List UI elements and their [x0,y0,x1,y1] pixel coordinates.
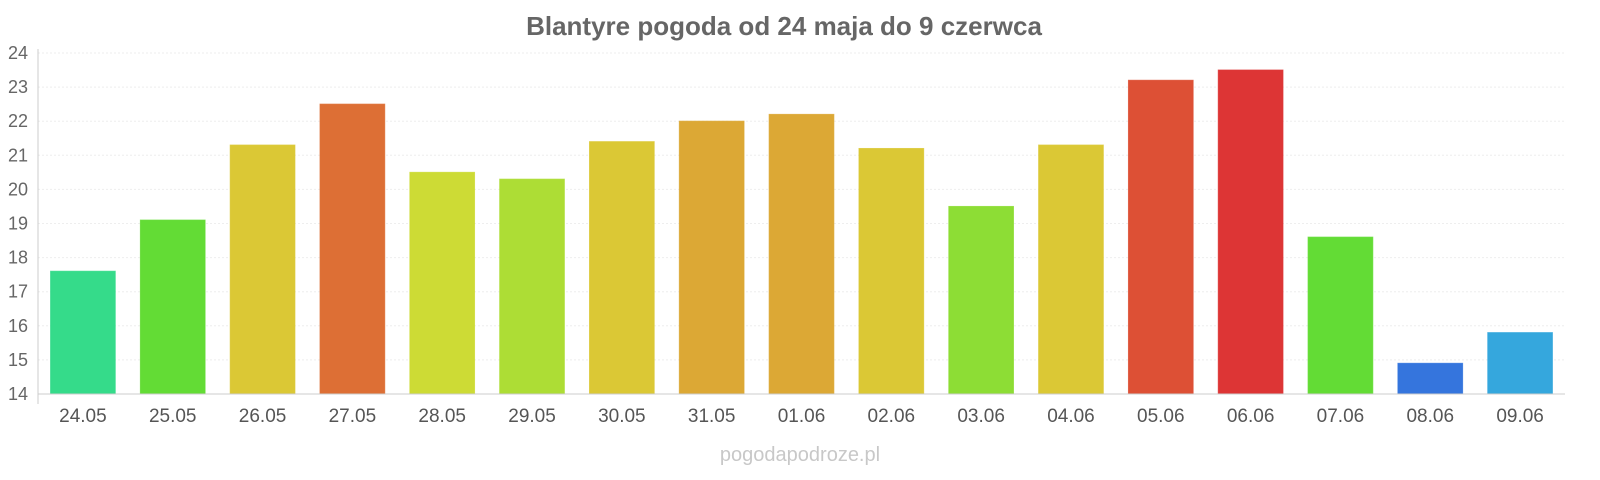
x-tick-label: 04.06 [1047,406,1095,427]
bar-01.06 [768,113,835,395]
bar-27.05 [319,103,386,395]
bar-24.05 [50,270,116,395]
y-tick-label: 22 [8,111,28,131]
bar-25.05 [139,219,206,395]
y-tick-label: 16 [8,316,28,336]
bar-09.06 [1487,332,1553,395]
x-tick-label: 25.05 [149,406,197,427]
x-tick-label: 26.05 [239,406,287,427]
x-tick-label: 07.06 [1317,406,1365,427]
bars [50,69,1553,395]
y-tick-label: 24 [8,43,28,63]
bar-31.05 [678,120,745,395]
x-tick-label: 30.05 [598,406,646,427]
y-tick-label: 14 [8,384,28,404]
bar-02.06 [858,147,925,395]
bar-29.05 [499,178,565,395]
x-tick-label: 06.06 [1227,406,1275,427]
x-tick-label: 02.06 [868,406,916,427]
x-tick-label: 31.05 [688,406,736,427]
x-tick-label: 09.06 [1496,406,1544,427]
x-tick-label: 29.05 [508,406,556,427]
x-tick-label: 27.05 [329,406,377,427]
x-tick-label: 03.06 [957,406,1005,427]
y-tick-label: 20 [8,179,28,199]
y-tick-label: 17 [8,282,28,302]
bar-08.06 [1397,362,1464,395]
y-tick-label: 21 [8,145,28,165]
bar-04.06 [1038,144,1104,395]
bar-26.05 [229,144,296,395]
x-tick-label: 28.05 [418,406,466,427]
bar-28.05 [409,171,476,395]
y-axis: 14 15 16 17 18 19 20 21 22 23 24 [8,43,39,404]
bar-30.05 [589,141,655,395]
chart-title: Blantyre pogoda od 24 maja do 9 czerwca [526,11,1042,41]
bar-07.06 [1307,236,1374,395]
bar-05.06 [1127,79,1194,395]
x-tick-label: 01.06 [778,406,826,427]
y-tick-label: 23 [8,77,28,97]
y-tick-label: 19 [8,214,28,234]
x-axis: 24.05 25.05 26.05 27.05 28.05 29.05 30.05 31.05… [38,393,1565,427]
x-tick-label: 24.05 [59,406,107,427]
bar-06.06 [1217,69,1284,395]
x-tick-label: 08.06 [1406,406,1454,427]
x-tick-label: 05.06 [1137,406,1185,427]
y-tick-label: 15 [8,350,28,370]
y-tick-label: 18 [8,248,28,268]
bar-03.06 [948,205,1014,395]
source-watermark: pogodapodroze.pl [720,444,880,466]
